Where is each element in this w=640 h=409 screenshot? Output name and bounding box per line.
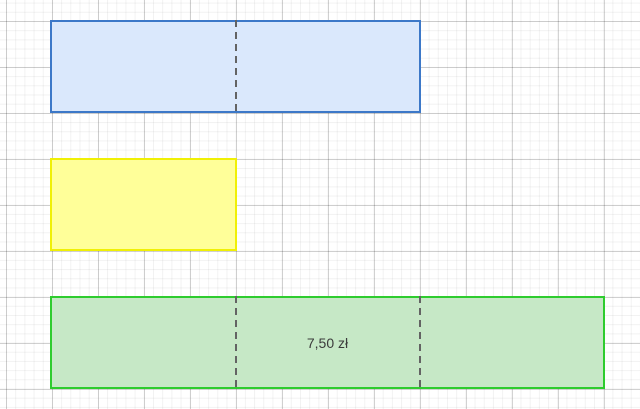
green-bar[interactable]: 7,50 zł [50,296,605,389]
dashed-divider-line [419,296,421,389]
dashed-divider-line [235,20,237,113]
dashed-divider-line [235,296,237,389]
yellow-bar[interactable] [50,158,237,251]
price-label: 7,50 zł [306,334,349,351]
blue-bar[interactable] [50,20,421,113]
